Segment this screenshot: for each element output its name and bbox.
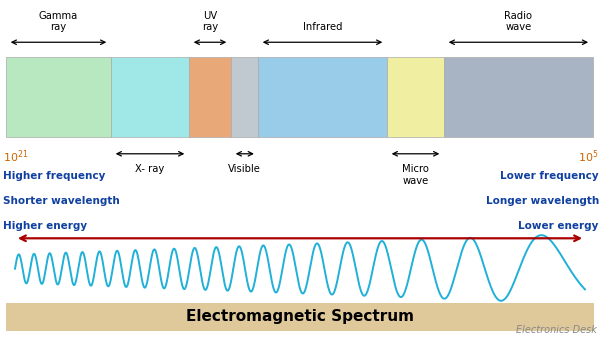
- Text: Radio
wave: Radio wave: [505, 10, 532, 32]
- Text: Longer wavelength: Longer wavelength: [485, 196, 599, 206]
- Text: $10^{5}$: $10^{5}$: [578, 149, 599, 165]
- Text: Shorter wavelength: Shorter wavelength: [3, 196, 120, 206]
- Bar: [111, 57, 189, 137]
- Text: Electronics Desk: Electronics Desk: [516, 324, 597, 335]
- Text: $10^{21}$: $10^{21}$: [3, 149, 28, 165]
- Bar: [258, 57, 387, 137]
- Text: Visible: Visible: [228, 164, 261, 174]
- Text: UV
ray: UV ray: [202, 10, 218, 32]
- Text: Micro
wave: Micro wave: [402, 164, 429, 186]
- Text: Lower frequency: Lower frequency: [500, 171, 599, 181]
- Text: Infrared: Infrared: [303, 22, 342, 32]
- Text: Gamma
ray: Gamma ray: [39, 10, 78, 32]
- Text: X- ray: X- ray: [136, 164, 164, 174]
- Bar: [189, 57, 231, 137]
- Bar: [387, 57, 444, 137]
- Bar: [6, 303, 594, 331]
- Bar: [231, 57, 258, 137]
- Bar: [444, 57, 593, 137]
- Text: Higher frequency: Higher frequency: [3, 171, 106, 181]
- Text: Electromagnetic Spectrum: Electromagnetic Spectrum: [186, 309, 414, 324]
- Text: Lower energy: Lower energy: [518, 221, 599, 232]
- Text: Higher energy: Higher energy: [3, 221, 87, 232]
- Bar: [6, 57, 111, 137]
